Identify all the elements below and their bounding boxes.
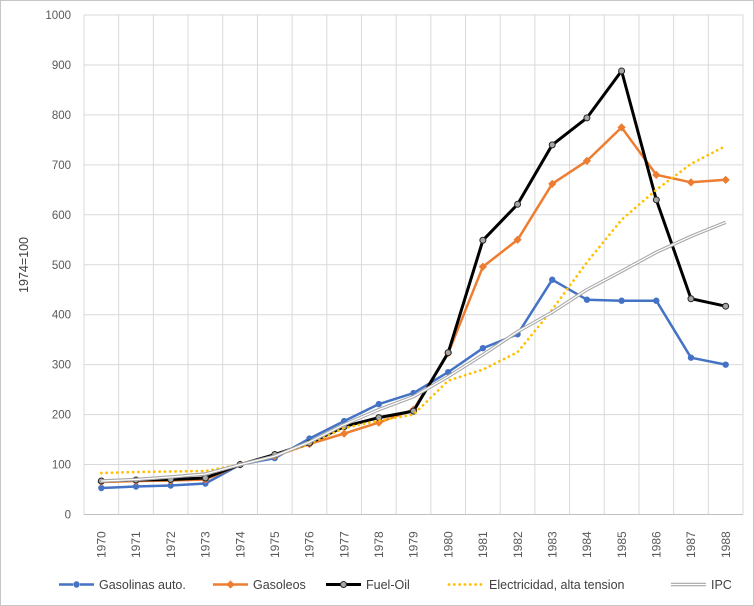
x-tick-label: 1976 bbox=[303, 531, 317, 558]
y-tick-label: 100 bbox=[52, 460, 71, 472]
legend-item-ipc[interactable]: IPC bbox=[671, 578, 732, 592]
x-tick-label: 1980 bbox=[441, 531, 455, 558]
x-tick-label: 1971 bbox=[129, 531, 143, 558]
y-tick-label: 400 bbox=[52, 310, 71, 322]
y-tick-label: 900 bbox=[52, 60, 71, 72]
legend-label: IPC bbox=[711, 578, 732, 592]
legend-label: Gasoleos bbox=[253, 578, 306, 592]
x-tick-label: 1987 bbox=[684, 531, 698, 558]
y-tick-label: 0 bbox=[65, 510, 71, 522]
x-tick-label: 1974 bbox=[233, 531, 247, 558]
x-tick-label: 1978 bbox=[372, 531, 386, 558]
x-axis-ticks: 1970 1971 1972 1973 1974 1975 1976 1977 1978 1979… bbox=[95, 531, 733, 558]
x-tick-label: 1979 bbox=[407, 531, 421, 558]
y-tick-label: 500 bbox=[52, 260, 71, 272]
legend-label: Electricidad, alta tension bbox=[489, 578, 625, 592]
x-tick-label: 1975 bbox=[268, 531, 282, 558]
y-axis-ticks: 0 100 200 300 400 500 600 700 800 900 1000 bbox=[45, 10, 71, 522]
legend-label: Gasolinas auto. bbox=[99, 578, 186, 592]
x-tick-label: 1981 bbox=[476, 531, 490, 558]
x-tick-label: 1984 bbox=[580, 531, 594, 558]
chart-legend: Gasolinas auto. Gasoleos Fuel-Oil Electrici… bbox=[59, 578, 732, 592]
legend-item-gasoleos[interactable]: Gasoleos bbox=[213, 578, 306, 592]
series-ipc[interactable] bbox=[101, 220, 727, 483]
legend-item-fuel-oil[interactable]: Fuel-Oil bbox=[326, 578, 410, 592]
legend-item-gasolinas-auto[interactable]: Gasolinas auto. bbox=[59, 578, 186, 592]
legend-label: Fuel-Oil bbox=[366, 578, 410, 592]
x-tick-label: 1985 bbox=[615, 531, 629, 558]
x-tick-label: 1982 bbox=[511, 531, 525, 558]
y-tick-label: 600 bbox=[52, 210, 71, 222]
legend-item-electricidad-alta-tension[interactable]: Electricidad, alta tension bbox=[447, 578, 625, 592]
y-tick-label: 200 bbox=[52, 410, 71, 422]
y-tick-label: 1000 bbox=[45, 10, 71, 22]
y-tick-label: 700 bbox=[52, 160, 71, 172]
x-tick-label: 1970 bbox=[95, 531, 109, 558]
x-tick-label: 1983 bbox=[545, 531, 559, 558]
y-axis-title: 1974=100 bbox=[17, 237, 31, 293]
x-tick-label: 1986 bbox=[649, 531, 663, 558]
x-tick-label: 1977 bbox=[337, 531, 351, 558]
x-tick-label: 1988 bbox=[719, 531, 733, 558]
x-tick-label: 1973 bbox=[199, 531, 213, 558]
y-tick-label: 800 bbox=[52, 110, 71, 122]
y-tick-label: 300 bbox=[52, 360, 71, 372]
x-tick-label: 1972 bbox=[164, 531, 178, 558]
